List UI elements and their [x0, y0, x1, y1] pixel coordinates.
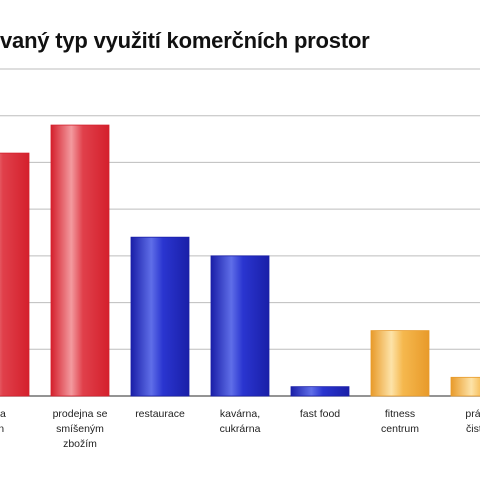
- category-label-4: fast food: [300, 408, 340, 420]
- bar-4: [290, 386, 350, 397]
- bars: [0, 124, 480, 397]
- category-label-1: prodejna se smíšeným zbožím: [53, 408, 108, 450]
- chart-title: vaný typ využití komerčních prostor: [0, 28, 370, 53]
- bar-1: [50, 124, 110, 397]
- bar-2: [130, 236, 190, 397]
- category-label-2: restaurace: [135, 408, 185, 420]
- category-label-3: kavárna, cukrárna: [220, 408, 261, 435]
- bar-6: [450, 376, 480, 397]
- bar-0: [0, 152, 30, 397]
- category-label-5: fitness centrum: [381, 408, 419, 435]
- category-label-0: nain: [0, 408, 6, 435]
- category-label-6: prádelčistírn: [465, 408, 480, 435]
- bar-5: [370, 330, 430, 397]
- bar-3: [210, 255, 270, 397]
